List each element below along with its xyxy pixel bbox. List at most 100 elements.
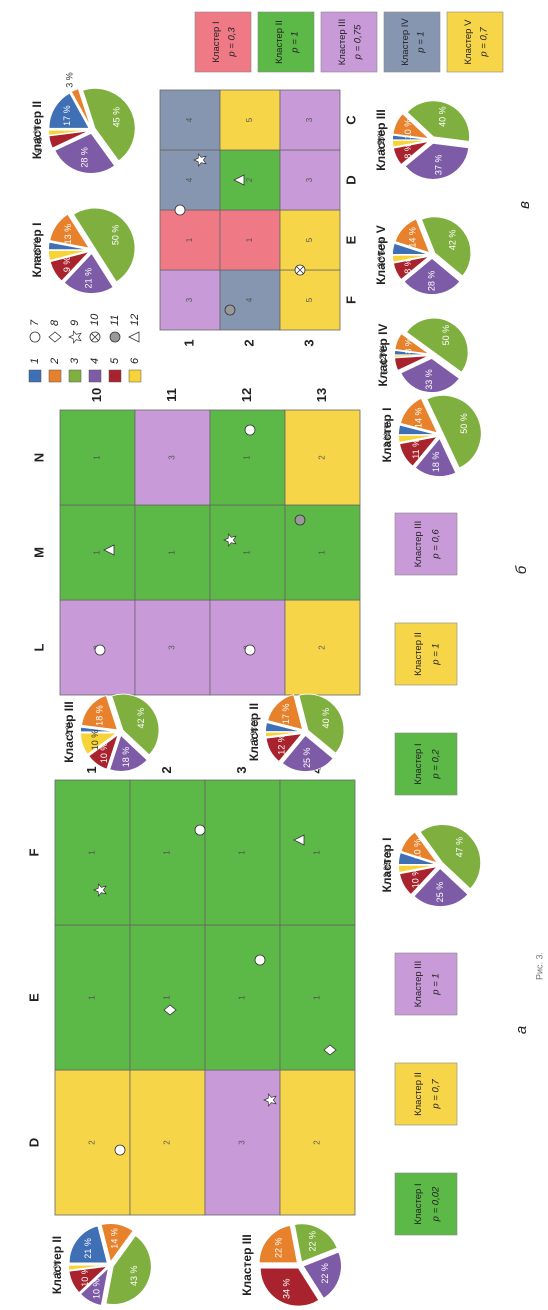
legend-swatch <box>108 369 122 383</box>
pie-slice <box>298 693 345 754</box>
pie-slice <box>80 1266 109 1306</box>
pie-label: 8 % <box>403 258 413 274</box>
cell-label: 2 <box>313 1140 322 1145</box>
pie-title: Кластер I <box>380 838 394 893</box>
legend-label: 7 <box>29 319 41 326</box>
cell-label: 2 <box>318 645 327 650</box>
column-label: C <box>343 115 358 125</box>
pie-slice <box>398 434 437 443</box>
row-label: 1 <box>181 339 196 346</box>
cluster-name: Кластер V <box>463 19 474 65</box>
pie-label: 14 % <box>414 407 424 428</box>
cluster-name: Кластер III <box>337 19 348 65</box>
cell-label: 3 <box>305 117 314 122</box>
sample-point <box>163 1004 177 1016</box>
cluster-swatch <box>383 11 441 73</box>
pie-slice <box>63 252 114 294</box>
sample-point <box>194 824 206 836</box>
pie-label: 25 % <box>302 747 312 768</box>
pie-slice <box>405 317 469 373</box>
pie-label: 2 % <box>52 1261 62 1277</box>
pie-title: Кластер III <box>240 1234 254 1296</box>
pie-label: 9 % <box>62 257 72 273</box>
cluster-swatch <box>394 512 458 576</box>
pie-label: 2 % <box>32 126 42 142</box>
legend-swatch <box>128 369 142 383</box>
column-label: D <box>26 1138 41 1147</box>
pie-slice <box>105 1235 152 1305</box>
pie-slice <box>68 1264 107 1271</box>
pie-slice <box>421 216 472 277</box>
pie-label: 3 % <box>382 862 392 878</box>
pie-label: 5 % <box>383 849 393 865</box>
pie-title: Кластер II <box>50 1236 64 1294</box>
legend-label: 8 <box>49 319 61 326</box>
cell-label: 3 <box>168 455 177 460</box>
pie-label: 10 % <box>91 1278 101 1299</box>
cluster-swatch <box>394 952 458 1016</box>
pie-slice <box>109 734 148 772</box>
pie-slice <box>394 333 429 355</box>
pie-slice <box>259 1267 320 1307</box>
pie-label: 11 % <box>411 439 421 459</box>
sample-point <box>224 304 236 316</box>
sample-point <box>103 544 115 556</box>
legend-symbol <box>48 331 62 343</box>
pie-label: 21 % <box>83 1238 93 1259</box>
row-label: 2 <box>159 766 174 773</box>
pie-slice <box>48 241 89 251</box>
legend-swatch <box>48 369 62 383</box>
pie-slice <box>302 1251 342 1299</box>
pie-slice <box>265 733 303 762</box>
legend-swatch <box>28 369 42 383</box>
panel-label: в <box>516 201 533 209</box>
pie-label: 2 % <box>64 721 74 737</box>
row-label: 2 <box>241 339 256 346</box>
pie-title: Кластер I <box>380 408 394 463</box>
pie-slice <box>81 695 118 731</box>
legend-symbol <box>109 331 121 343</box>
pie-slice <box>403 257 461 295</box>
column-label: E <box>26 993 41 1002</box>
cluster-p: p = 0,6 <box>430 529 441 560</box>
cell-label: 1 <box>88 850 97 855</box>
legend-label: 3 <box>69 357 81 364</box>
cell-label: 1 <box>168 550 177 555</box>
cluster-p: p = 1 <box>289 31 300 53</box>
pie-title: Кластер III <box>374 109 388 171</box>
cluster-p: p = 0,75 <box>352 24 363 60</box>
pie-label: 50 % <box>441 325 451 346</box>
cluster-p: p = 0,02 <box>430 1186 441 1222</box>
pie-slice <box>265 731 302 738</box>
pie-label: 37 % <box>434 155 444 176</box>
cluster-p: p = 1 <box>415 31 426 53</box>
cell-label: 1 <box>313 850 322 855</box>
pie-slice <box>393 141 430 166</box>
pie-slice <box>267 694 304 731</box>
pie-title: Кластер III <box>62 701 76 763</box>
pie-slice <box>414 437 457 477</box>
pie-slice <box>392 113 431 140</box>
pie-title: Кластер II <box>30 101 44 159</box>
pie-label: 21 % <box>84 268 94 289</box>
pie-slice <box>392 242 429 255</box>
pie-slice <box>394 355 429 371</box>
pie-slice <box>398 864 437 873</box>
cell-label: 4 <box>185 117 194 122</box>
row-label: 13 <box>314 388 329 402</box>
pie-label: 10 % <box>411 868 421 889</box>
cluster-swatch <box>394 732 458 796</box>
row-label: 3 <box>301 339 316 346</box>
pie-label: 40 % <box>321 708 331 729</box>
pie-slice <box>100 1223 134 1263</box>
pie-label: 42 % <box>136 708 146 729</box>
sample-point <box>93 883 107 897</box>
pie-label: 10 % <box>80 1266 90 1287</box>
pie-slice <box>399 866 439 895</box>
legend-label: 1 <box>29 358 41 364</box>
cell-label: 1 <box>88 995 97 1000</box>
cluster-name: Кластер III <box>413 521 424 567</box>
pie-label: 43 % <box>129 1265 139 1286</box>
